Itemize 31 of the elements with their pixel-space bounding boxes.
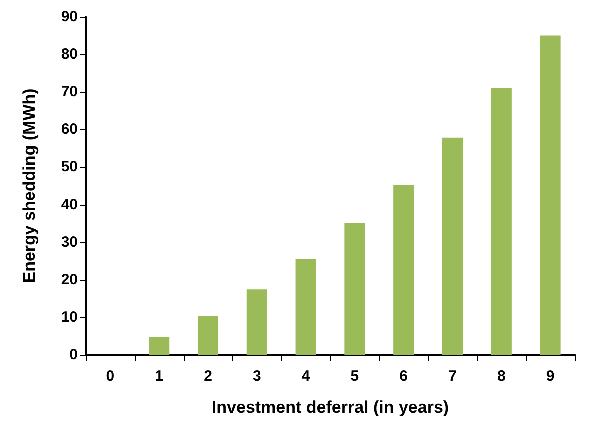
x-tick-label: 3 (252, 368, 262, 385)
y-tick-label: 50 (61, 158, 78, 176)
x-tick-label: 5 (350, 368, 360, 385)
bar (198, 316, 219, 355)
x-tick-label: 6 (400, 368, 408, 385)
bar (491, 88, 512, 355)
y-tick-label: 80 (61, 46, 78, 64)
bar (394, 185, 414, 355)
x-axis-title: Investment deferral (in years) (212, 398, 450, 417)
bar (442, 138, 464, 355)
x-tick-label: 1 (155, 368, 164, 385)
x-tick-label: 9 (546, 368, 555, 385)
x-tick-label: 4 (302, 368, 311, 385)
bar (540, 36, 561, 355)
bar (296, 259, 316, 355)
bar (149, 336, 170, 355)
x-tick-label: 2 (204, 368, 212, 385)
y-tick-label: 20 (61, 271, 78, 288)
y-tick-label: 70 (61, 84, 78, 101)
x-tick-label: 0 (106, 368, 115, 385)
y-tick-label: 90 (61, 8, 78, 26)
y-tick-label: 40 (61, 196, 78, 214)
bar (344, 224, 366, 355)
y-tick-label: 10 (61, 308, 78, 326)
y-tick-label: 30 (61, 234, 78, 251)
y-tick-label: 60 (61, 121, 78, 138)
y-axis-title: Energy shedding (MWh) (20, 88, 39, 284)
bar (246, 290, 268, 355)
x-tick-label: 7 (448, 368, 457, 385)
y-tick-label: 0 (70, 346, 78, 364)
x-tick-label: 8 (497, 368, 506, 385)
